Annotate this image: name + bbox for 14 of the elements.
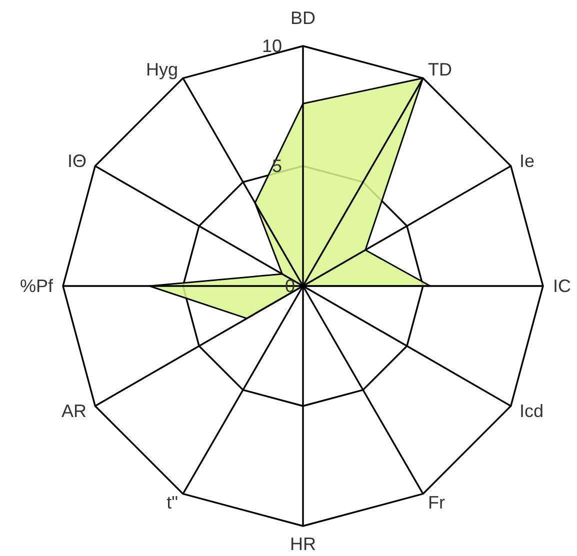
spoke-label: %Pf xyxy=(20,276,54,296)
spoke-label: HR xyxy=(290,534,316,554)
y-tick-label: 10 xyxy=(262,36,282,56)
spoke-label: Ie xyxy=(520,151,535,171)
spoke-label: Fr xyxy=(428,492,445,513)
spoke-label: Icd xyxy=(520,401,544,421)
spoke-label: IC xyxy=(553,276,571,296)
spoke-label: TD xyxy=(428,59,452,80)
spoke-label: BD xyxy=(290,8,316,28)
spoke-label: IΘ xyxy=(67,151,86,171)
spoke-label: t" xyxy=(166,492,178,513)
spoke-label: AR xyxy=(61,401,86,421)
y-tick-label: 5 xyxy=(272,156,282,176)
spoke-label: Hyg xyxy=(146,59,178,80)
